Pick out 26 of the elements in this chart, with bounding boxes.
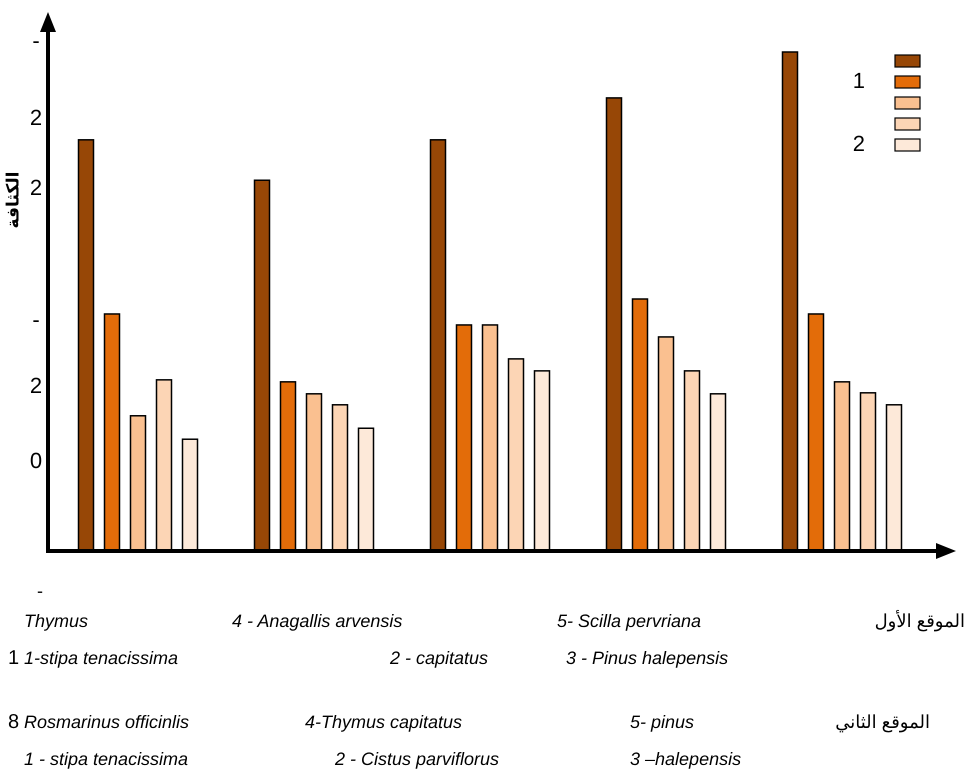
text: 1 - stipa tenacissima [24,749,188,769]
text: 5- Scilla pervriana [557,611,702,631]
text: 2 - capitatus [389,648,488,668]
text: 4 - Anagallis arvensis [232,611,402,631]
text: 5- pinus [630,712,694,732]
text: Rosmarinus officinlis [24,712,190,732]
text: 2 [30,105,42,130]
text: 1 [8,647,20,669]
legend-label: 1 [852,68,865,93]
text: - [32,307,40,332]
text: - [32,28,40,53]
text: 4-Thymus capitatus [305,712,462,732]
text: 3 –halepensis [630,749,742,769]
text: الموقع الثاني [835,712,930,733]
text: 0 [30,448,42,473]
text: 3 - Pinus halepensis [566,648,728,668]
y-axis-title: الكثافة [3,172,22,228]
text: 1-stipa tenacissima [24,648,178,668]
text: 2 [30,373,42,398]
text: Thymus [24,611,88,631]
text: الموقع الأول [874,609,965,632]
text: 8 [8,711,20,733]
text: 2 [30,175,42,200]
text: 2 - Cistus parviflorus [334,749,500,769]
text: - [37,581,43,601]
legend-label: 2 [852,131,865,156]
